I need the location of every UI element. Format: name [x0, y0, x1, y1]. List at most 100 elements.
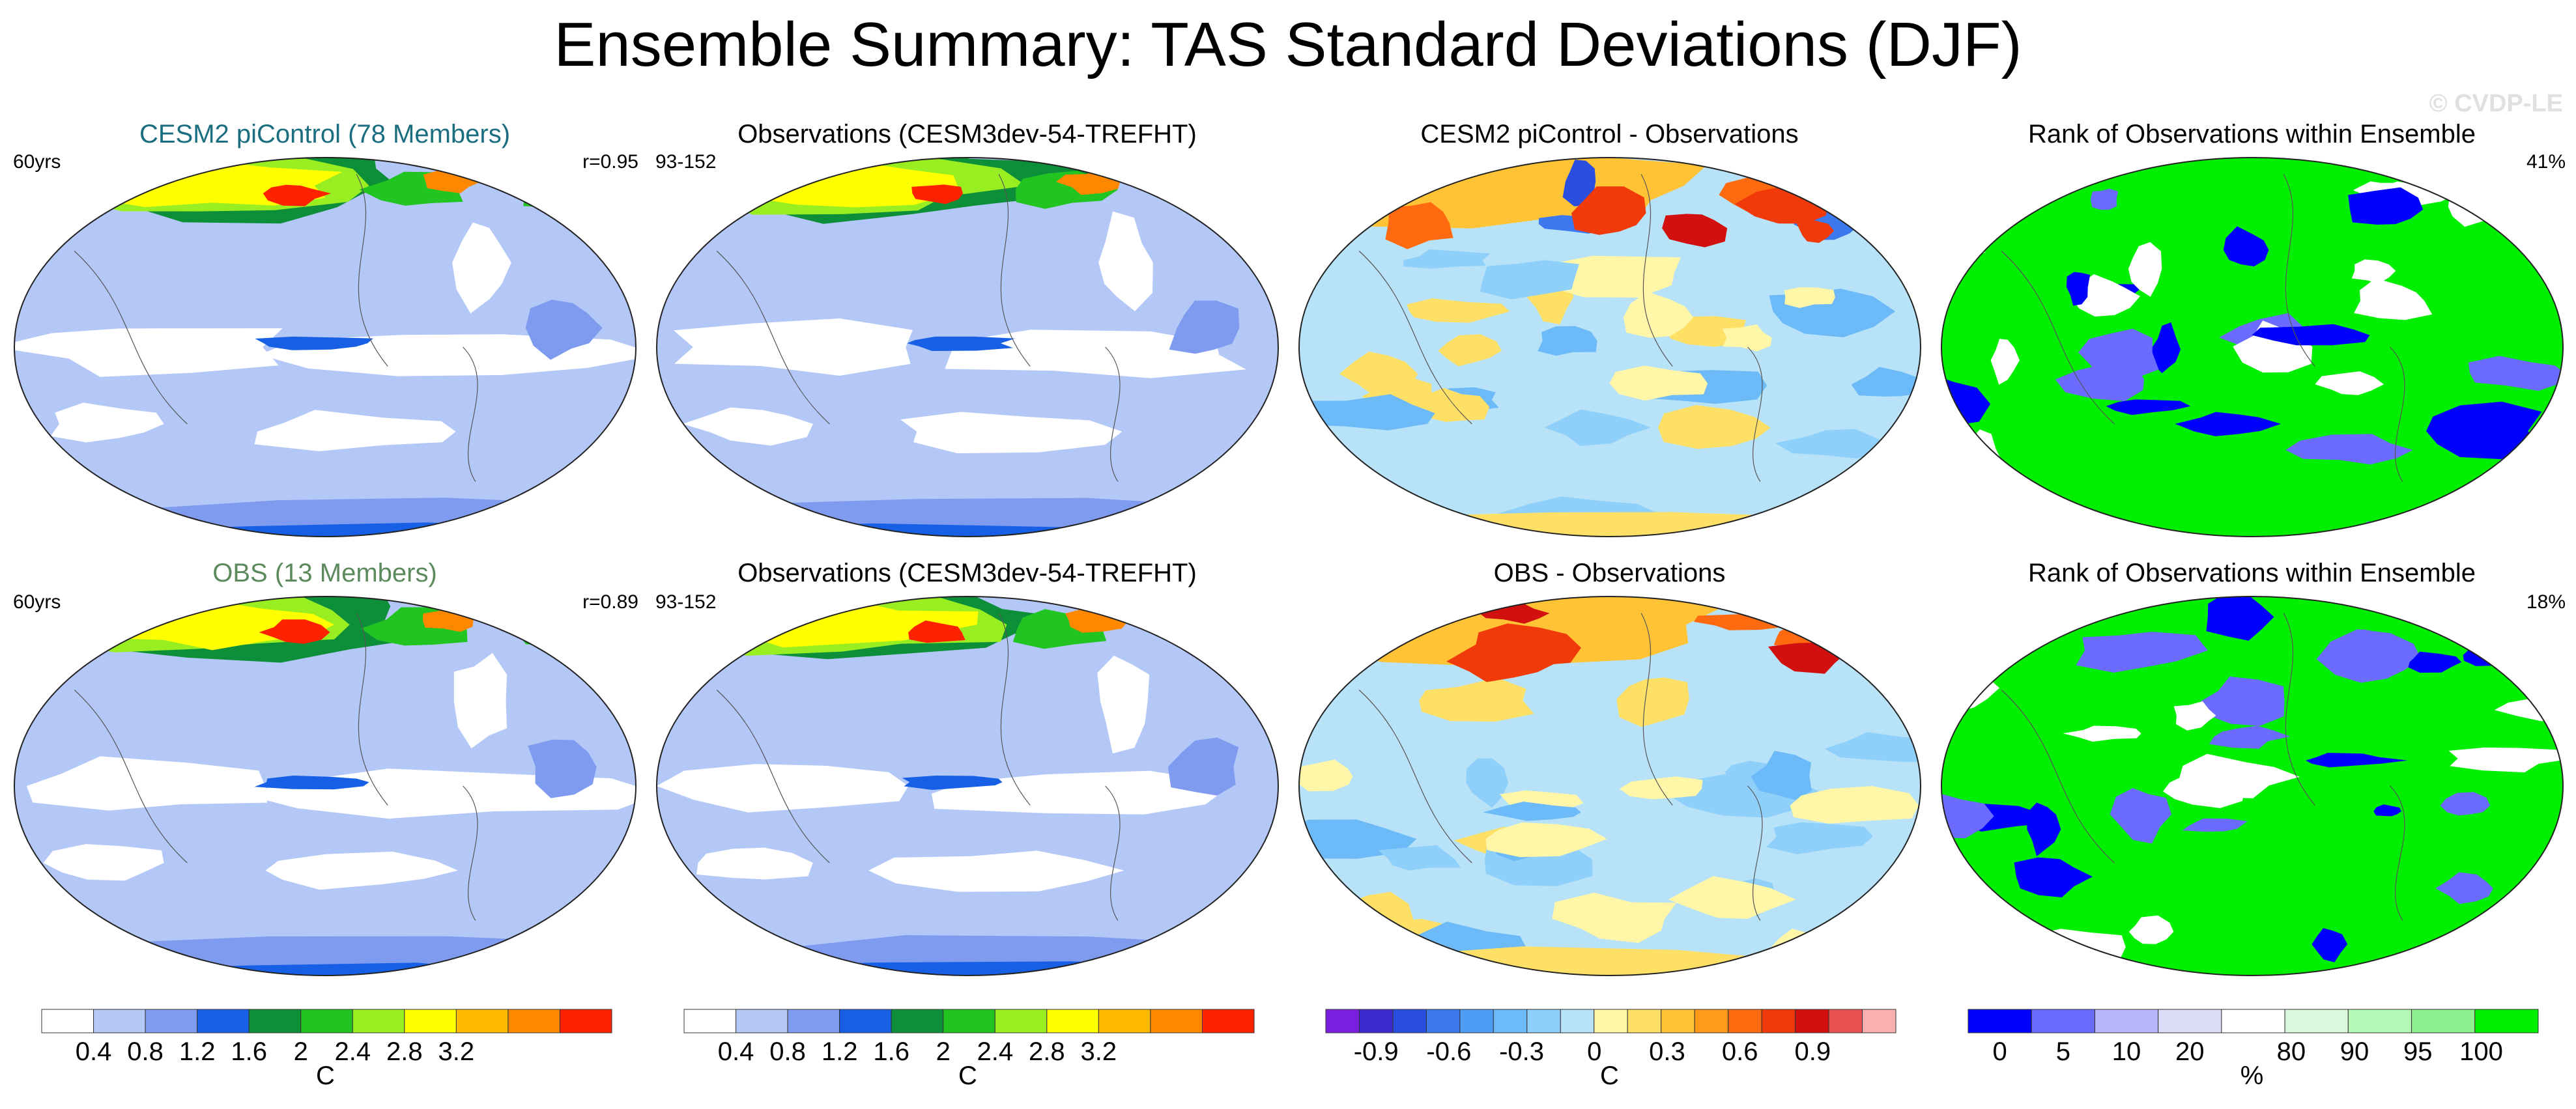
- anomaly-patch: [1837, 625, 1878, 651]
- northern-landmass-field: [1168, 613, 1257, 654]
- high-std-center: [911, 184, 963, 204]
- colorbar-swatch: [839, 1009, 892, 1033]
- panel-period-label: 93-152: [655, 151, 717, 173]
- map-panel-r1-c2: [656, 157, 1279, 537]
- low-std-band: [14, 328, 283, 377]
- colorbar-swatch: [1862, 1009, 1896, 1033]
- rank-patch: [2173, 701, 2216, 731]
- anomaly-patch: [1623, 291, 1693, 338]
- anomaly-patch: [1620, 776, 1703, 800]
- panel-title-r1-c4: Rank of Observations within Ensemble: [2028, 120, 2476, 148]
- panel-title-r2-c3: OBS - Observations: [1493, 559, 1726, 587]
- colorbar-swatch: [891, 1009, 944, 1033]
- rank-patch: [2078, 328, 2159, 383]
- colorbar-tick-label: 80: [2277, 1037, 2306, 1066]
- anomaly-patch: [1480, 260, 1579, 300]
- colorbar-tick-label: 1.2: [822, 1037, 858, 1066]
- panel-stat-label: r=0.89: [582, 591, 638, 613]
- anomaly-patch: [1299, 819, 1417, 859]
- colorbar-tick-label: 2.8: [1029, 1037, 1065, 1066]
- colorbar-tick-label: 0: [1587, 1037, 1601, 1066]
- map-panel-r2-c4: [1941, 596, 2564, 976]
- colorbar-swatch: [1201, 1009, 1255, 1033]
- colorbar-swatch: [1560, 1009, 1595, 1033]
- panel-title-r1-c3: CESM2 piControl - Observations: [1420, 120, 1799, 148]
- rank-patch: [2354, 278, 2433, 320]
- colorbar-rank: 0 5 10 20 80 90 95 100: [1968, 1009, 2539, 1066]
- anomaly-patch: [1571, 186, 1646, 235]
- anomaly-patch: [1796, 218, 1835, 243]
- colorbar-swatch: [1795, 1009, 1829, 1033]
- rank-patch: [2151, 322, 2181, 374]
- colorbar-tick-label: 0.8: [769, 1037, 806, 1066]
- colorbar-tick-label: 2.8: [386, 1037, 423, 1066]
- rank-patch: [2468, 356, 2563, 391]
- panel-stat-label: 18%: [2526, 591, 2566, 613]
- colorbar-swatch: [1594, 1009, 1628, 1033]
- low-std-band: [696, 847, 813, 880]
- anomaly-patch: [1385, 202, 1453, 249]
- colorbar-swatch: [994, 1009, 1048, 1033]
- rank-patch: [2311, 928, 2348, 962]
- colorbar-swatch: [1493, 1009, 1528, 1033]
- colorbar-swatch: [1728, 1009, 1762, 1033]
- anomaly-patch: [1751, 750, 1812, 800]
- rank-patch: [2491, 898, 2563, 956]
- coastline: [2001, 613, 2405, 921]
- anomaly-patch: [1299, 759, 1353, 792]
- anomaly-patch: [1403, 249, 1491, 269]
- atlantic-field: [525, 300, 603, 360]
- rank-patch: [2509, 617, 2563, 649]
- anomaly-patch: [1544, 409, 1651, 446]
- panel-period-label: 60yrs: [13, 151, 61, 173]
- panel-period-label: 93-152: [655, 591, 717, 613]
- figure-title: Ensemble Summary: TAS Standard Deviation…: [554, 10, 2022, 79]
- colorbar-std2: 0.4 0.8 1.2 1.6 2 2.4 2.8 3.2: [683, 1009, 1255, 1066]
- rank-patch: [2440, 792, 2491, 816]
- colorbar-swatch: [2411, 1009, 2476, 1033]
- rank-patch: [1941, 962, 2020, 976]
- anomaly-patch: [1790, 500, 1872, 527]
- map-outline: [14, 157, 637, 537]
- colorbar-tick-label: 2.4: [977, 1037, 1013, 1066]
- coastline: [716, 174, 1121, 482]
- coastline: [716, 613, 1121, 921]
- anomaly-patch: [1552, 892, 1677, 943]
- colorbar-swatch: [1661, 1009, 1695, 1033]
- anomaly-patch: [1538, 326, 1597, 356]
- panel-title-r2-c2: Observations (CESM3dev-54-TREFHT): [737, 559, 1197, 587]
- colorbar-swatch: [455, 1009, 509, 1033]
- rank-patch: [2128, 915, 2174, 944]
- rank-patch: [2201, 676, 2285, 726]
- anomaly-patch: [1438, 334, 1502, 367]
- colorbar-tick-label: 0.4: [718, 1037, 754, 1066]
- colorbar-tick-label: -0.9: [1354, 1037, 1399, 1066]
- rank-patch: [1990, 339, 2020, 385]
- anomaly-patch: [1662, 214, 1728, 247]
- map-outline: [1298, 157, 1921, 537]
- rank-patch: [2533, 439, 2563, 470]
- coastline: [74, 174, 478, 482]
- panel-period-label: 60yrs: [13, 591, 61, 613]
- colorbar-swatch: [559, 1009, 612, 1033]
- coastline: [74, 613, 478, 921]
- colorbar-swatch: [197, 1009, 250, 1033]
- anomaly-patch: [1616, 677, 1689, 727]
- rank-patch: [2426, 401, 2542, 460]
- anomaly-patch: [1378, 845, 1461, 871]
- colorbar-swatch: [2094, 1009, 2159, 1033]
- panel-title-r2-c1: OBS (13 Members): [212, 559, 437, 587]
- colorbar-std: 0.4 0.8 1.2 1.6 2 2.4 2.8 3.2: [41, 1009, 612, 1066]
- colorbar-swatch: [943, 1009, 995, 1033]
- colorbar-unit-label: C: [316, 1061, 335, 1090]
- colorbar-tick-label: 3.2: [1081, 1037, 1117, 1066]
- colorbar-swatch: [145, 1009, 198, 1033]
- colorbar-tick-label: 2.4: [334, 1037, 371, 1066]
- rank-patch: [2182, 818, 2248, 832]
- colorbar-tick-label: 0.8: [127, 1037, 164, 1066]
- panel-title-r1-c1: CESM2 piControl (78 Members): [139, 120, 511, 148]
- colorbar-tick-label: 90: [2340, 1037, 2369, 1066]
- colorbar-swatch: [1325, 1009, 1360, 1033]
- map-panel-r1-c1: [14, 157, 637, 537]
- anomaly-patch: [1421, 387, 1490, 422]
